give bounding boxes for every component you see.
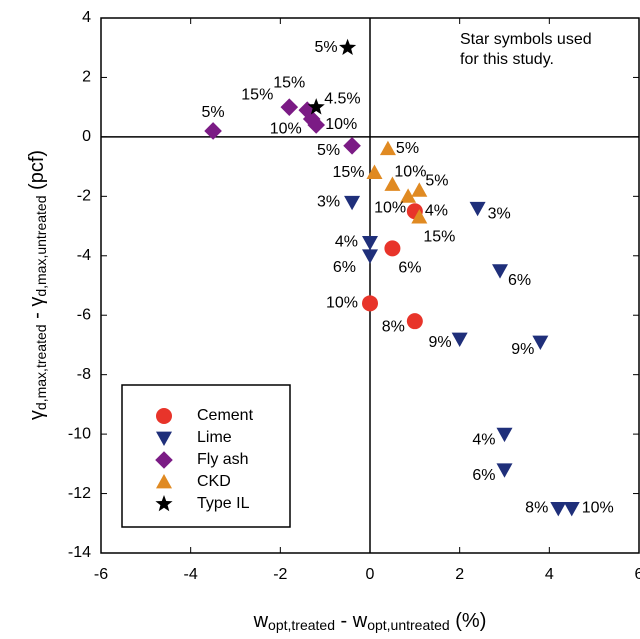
- data-label: 15%: [423, 228, 455, 245]
- legend-marker: [155, 495, 173, 512]
- point: [362, 236, 378, 251]
- y-axis-label: γd,max,treated - γd,max,untreated (pcf): [26, 150, 49, 420]
- x-axis-label-part: (%): [450, 610, 487, 632]
- y-axis-label-part: - γ: [26, 297, 48, 325]
- point: [411, 209, 428, 224]
- x-axis-label-part: opt,untreated: [367, 617, 450, 633]
- data-label: 15%: [241, 86, 273, 103]
- annotation: Star symbols used: [460, 31, 592, 48]
- point: [379, 140, 396, 156]
- data-label: 10%: [270, 120, 302, 137]
- point: [451, 332, 468, 347]
- y-tick-label: -2: [77, 188, 91, 205]
- y-tick-label: 4: [82, 9, 91, 26]
- data-label: 10%: [374, 200, 406, 217]
- legend-marker: [156, 408, 172, 424]
- point: [343, 137, 361, 155]
- data-label: 15%: [332, 164, 364, 181]
- point: [307, 116, 325, 134]
- data-label: 4%: [472, 431, 495, 448]
- data-label: 9%: [511, 341, 534, 358]
- point: [411, 182, 428, 197]
- data-label: 5%: [396, 140, 419, 157]
- y-axis-label-part: (pcf): [26, 150, 48, 196]
- data-label: 5%: [202, 104, 225, 121]
- legend-label: CKD: [197, 473, 231, 490]
- y-tick-label: -10: [68, 425, 91, 442]
- legend-marker: [156, 474, 172, 489]
- legend-marker: [156, 431, 172, 446]
- data-label: 8%: [382, 318, 405, 335]
- annotation: for this study.: [460, 51, 554, 68]
- data-label: 10%: [325, 116, 357, 133]
- legend-label: Fly ash: [197, 451, 249, 468]
- point: [469, 201, 486, 217]
- y-tick-label: -6: [77, 306, 91, 323]
- point: [384, 176, 401, 191]
- y-tick-label: -14: [68, 544, 91, 561]
- data-label: 8%: [525, 500, 548, 517]
- x-axis-label: wopt,treated - wopt,untreated (%): [253, 610, 487, 633]
- data-label: 3%: [488, 205, 511, 222]
- point: [550, 502, 567, 517]
- point: [492, 264, 509, 279]
- x-axis-label-part: - w: [335, 610, 368, 632]
- x-tick-label: -4: [184, 566, 198, 583]
- x-tick-label: 0: [366, 566, 375, 583]
- data-label: 5%: [425, 173, 448, 190]
- data-label: 10%: [582, 500, 614, 517]
- y-tick-label: 2: [82, 69, 91, 86]
- y-tick-label: -8: [77, 366, 91, 383]
- data-label: 5%: [317, 142, 340, 159]
- x-tick-label: -6: [94, 566, 108, 583]
- y-axis-label-part: d,max,untreated: [33, 196, 49, 297]
- data-label: 5%: [314, 39, 337, 56]
- data-label: 3%: [317, 193, 340, 210]
- data-label: 10%: [326, 295, 358, 312]
- data-label: 10%: [394, 164, 426, 181]
- point: [406, 313, 423, 330]
- data-label: 4.5%: [324, 90, 360, 107]
- point: [400, 188, 417, 203]
- y-tick-label: 0: [82, 128, 91, 145]
- data-label: 9%: [429, 334, 452, 351]
- data-label: 6%: [333, 259, 356, 276]
- x-tick-label: -2: [273, 566, 287, 583]
- data-label: 6%: [472, 467, 495, 484]
- data-label: 6%: [398, 260, 421, 277]
- point: [384, 240, 401, 257]
- point: [563, 502, 580, 517]
- legend-label: Cement: [197, 407, 254, 424]
- point: [366, 164, 383, 179]
- data-label: 15%: [273, 74, 305, 91]
- point: [362, 295, 378, 312]
- x-tick-label: 6: [635, 566, 640, 583]
- point: [344, 195, 361, 211]
- point: [362, 249, 378, 264]
- legend-box: [121, 384, 291, 528]
- y-tick-label: -4: [77, 247, 91, 264]
- legend-marker: [155, 451, 173, 469]
- point: [532, 335, 549, 350]
- data-label: 4%: [335, 234, 358, 251]
- y-axis-label-part: d,max,treated: [33, 324, 49, 410]
- y-axis-label-part: γ: [26, 410, 48, 420]
- x-tick-label: 4: [545, 566, 554, 583]
- data-label: 6%: [508, 272, 531, 289]
- point: [496, 463, 513, 478]
- point: [307, 98, 325, 115]
- x-axis-label-part: opt,treated: [268, 617, 335, 633]
- x-tick-label: 2: [455, 566, 464, 583]
- legend-label: Lime: [197, 429, 232, 446]
- legend-label: Type IL: [197, 495, 250, 512]
- x-axis-label-part: w: [253, 610, 269, 632]
- point: [339, 38, 357, 56]
- y-tick-label: -12: [68, 485, 91, 502]
- data-label: 4%: [425, 202, 448, 219]
- point: [204, 122, 222, 140]
- point: [496, 427, 513, 443]
- point: [280, 98, 299, 116]
